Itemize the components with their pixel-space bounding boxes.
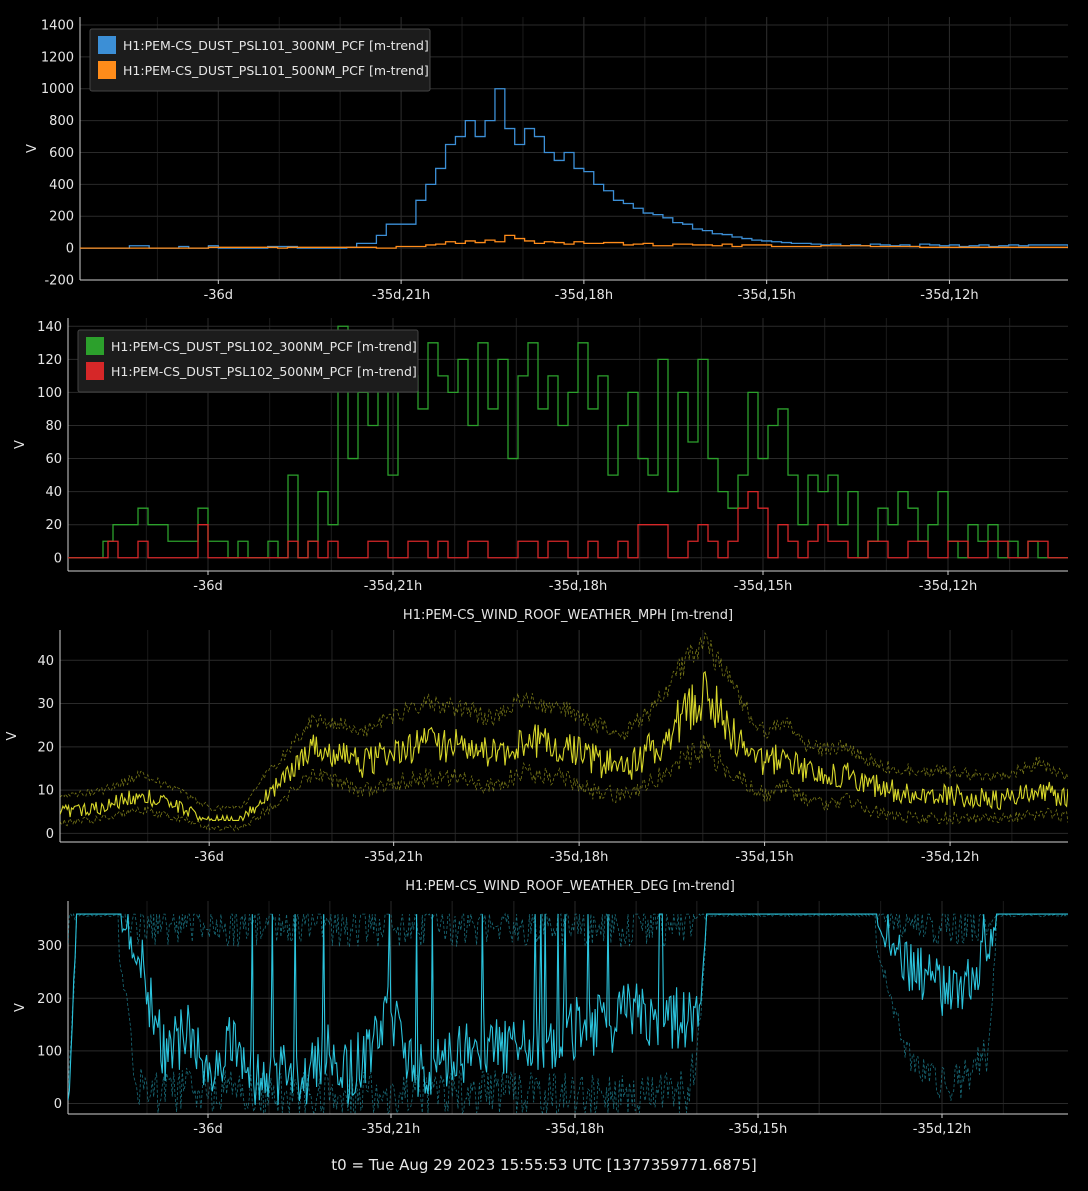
x-tick-label: -35d,18h <box>546 1122 604 1137</box>
series-max-envelope <box>68 912 1068 949</box>
x-tick-label: -35d,21h <box>372 288 430 303</box>
chart-title: H1:PEM-CS_WIND_ROOF_WEATHER_DEG [m-trend… <box>405 879 735 894</box>
y-tick-label: 1000 <box>41 82 74 97</box>
chart-panel-3: 0 10 20 30 40 -36d -35d,21h -35d,18h -35d,15h -35… <box>5 608 1068 865</box>
x-tick-label: -35d,12h <box>913 1122 971 1137</box>
x-tick-label: -36d <box>193 579 223 594</box>
series-min-envelope <box>60 734 1068 832</box>
y-tick-label: 600 <box>49 146 74 161</box>
x-tick-label: -35d,12h <box>920 288 978 303</box>
y-tick-label: 300 <box>37 939 62 954</box>
series-line-2 <box>68 490 1068 559</box>
legend-swatch <box>98 36 116 54</box>
series-mean-line <box>68 913 1068 1105</box>
y-tick-label: 0 <box>66 242 74 257</box>
legend-swatch <box>98 61 116 79</box>
series-mean-line <box>60 670 1068 822</box>
x-tick-label: -35d,18h <box>555 288 613 303</box>
x-tick-label: -36d <box>204 288 234 303</box>
series-line-1 <box>80 88 1068 249</box>
y-tick-label: 100 <box>37 1044 62 1059</box>
x-tick-label: -35d,12h <box>919 579 977 594</box>
y-tick-label: 30 <box>37 697 54 712</box>
x-tick-label: -35d,18h <box>549 579 607 594</box>
y-tick-label: 0 <box>54 1097 62 1112</box>
x-tick-label: -35d,12h <box>921 850 979 865</box>
y-axis-label: V <box>5 731 20 740</box>
plot-area <box>80 88 1068 249</box>
plot-area <box>68 325 1068 559</box>
plot-area <box>68 912 1068 1114</box>
x-tick-label: -35d,15h <box>734 579 792 594</box>
x-tick-label: -35d,18h <box>550 850 608 865</box>
legend-box <box>77 329 419 393</box>
x-tick-label: -36d <box>193 1122 223 1137</box>
legend-label: H1:PEM-CS_DUST_PSL101_300NM_PCF [m-trend… <box>123 38 429 53</box>
y-tick-label: 200 <box>49 210 74 225</box>
y-tick-label: 0 <box>54 551 62 566</box>
legend-label: H1:PEM-CS_DUST_PSL101_500NM_PCF [m-trend… <box>123 63 429 78</box>
chart-panel-2: 0 20 40 60 80 100 120 140 -36d -35d,21h -35d,18h -3… <box>13 318 1068 594</box>
legend-label: H1:PEM-CS_DUST_PSL102_300NM_PCF [m-trend… <box>111 339 417 354</box>
y-tick-label: 80 <box>45 419 62 434</box>
legend-box <box>89 28 431 92</box>
x-tick-label: -35d,21h <box>362 1122 420 1137</box>
y-tick-label: 140 <box>37 320 62 335</box>
chart-panel-4: 0 100 200 300 -36d -35d,21h -35d,18h -35d,15h -3… <box>13 879 1068 1137</box>
x-tick-label: -35d,15h <box>729 1122 787 1137</box>
y-tick-label: 40 <box>45 485 62 500</box>
series-max-envelope <box>60 632 1068 812</box>
x-tick-label: -36d <box>194 850 224 865</box>
y-tick-label: 1200 <box>41 50 74 65</box>
y-axis-label: V <box>25 144 40 153</box>
y-tick-label: 1400 <box>41 18 74 33</box>
y-tick-label: 100 <box>37 386 62 401</box>
x-tick-label: -35d,21h <box>364 850 422 865</box>
y-tick-label: -200 <box>44 274 74 289</box>
y-tick-label: 20 <box>45 518 62 533</box>
time-reference-footer: t0 = Tue Aug 29 2023 15:55:53 UTC [13773… <box>331 1156 757 1174</box>
y-axis-label: V <box>13 1003 28 1012</box>
legend-swatch <box>86 362 104 380</box>
y-tick-label: 200 <box>37 992 62 1007</box>
y-tick-label: 120 <box>37 353 62 368</box>
y-tick-label: 0 <box>46 827 54 842</box>
y-tick-label: 40 <box>37 654 54 669</box>
y-tick-label: 400 <box>49 178 74 193</box>
x-tick-label: -35d,15h <box>735 850 793 865</box>
x-tick-label: -35d,21h <box>364 579 422 594</box>
y-tick-label: 20 <box>37 740 54 755</box>
y-tick-label: 10 <box>37 784 54 799</box>
chart-panel-1: -200 0 200 400 600 800 1000 1200 1400 -36d -35d,21… <box>25 17 1068 303</box>
series-min-envelope <box>68 913 1068 1114</box>
y-tick-label: 60 <box>45 452 62 467</box>
chart-title: H1:PEM-CS_WIND_ROOF_WEATHER_MPH [m-trend… <box>403 608 733 623</box>
plot-area <box>60 632 1068 832</box>
legend-swatch <box>86 337 104 355</box>
series-line-2 <box>80 234 1068 249</box>
x-tick-label: -35d,15h <box>737 288 795 303</box>
y-tick-label: 800 <box>49 114 74 129</box>
legend-label: H1:PEM-CS_DUST_PSL102_500NM_PCF [m-trend… <box>111 364 417 379</box>
y-axis-label: V <box>13 440 28 449</box>
